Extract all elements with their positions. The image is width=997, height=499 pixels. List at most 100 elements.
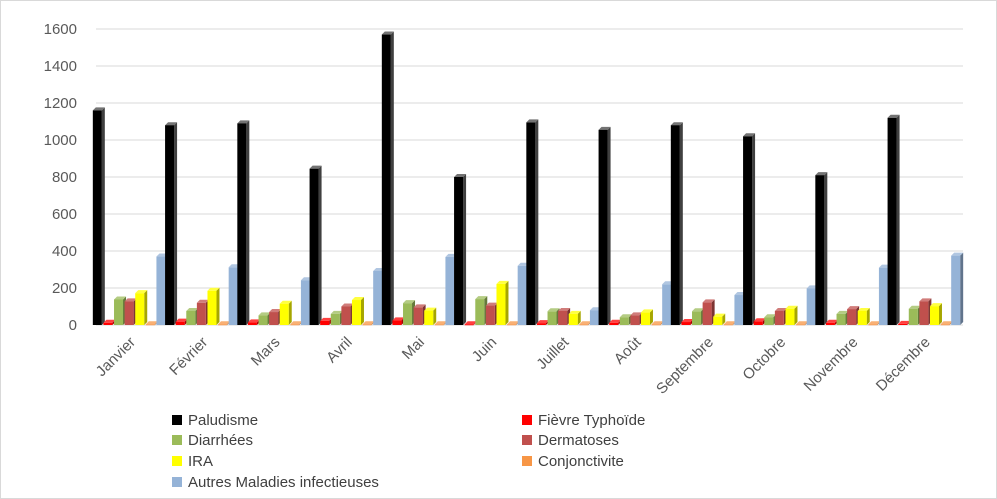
bar xyxy=(825,319,838,325)
x-tick-label: Décembre xyxy=(873,334,934,395)
legend-item: Paludisme xyxy=(172,412,258,429)
legend-swatch xyxy=(172,477,182,487)
x-tick-label: Juin xyxy=(469,334,500,365)
bar xyxy=(598,126,611,325)
bar xyxy=(887,114,900,325)
x-tick-label: Avril xyxy=(323,334,355,366)
bar xyxy=(908,305,921,325)
bar xyxy=(609,319,622,325)
bar xyxy=(413,304,426,325)
y-axis-ticks: 0 200 400 600 800 1000 1200 1400 1600 xyxy=(44,21,77,334)
bar xyxy=(165,122,178,325)
bar xyxy=(558,307,571,325)
bar xyxy=(186,307,199,325)
bar xyxy=(743,133,756,325)
bar xyxy=(475,296,488,325)
bar xyxy=(836,310,849,325)
bar xyxy=(135,290,148,325)
bar xyxy=(713,313,726,325)
bar xyxy=(341,303,354,325)
legend-swatch xyxy=(172,456,182,466)
bar xyxy=(670,122,683,325)
bar xyxy=(269,309,282,325)
bar xyxy=(692,308,705,325)
bar xyxy=(753,318,766,325)
y-tick-label: 1200 xyxy=(44,95,77,112)
legend-label: Autres Maladies infectieuses xyxy=(188,474,379,491)
bar xyxy=(237,120,250,325)
bar xyxy=(258,312,271,325)
x-tick-label: Juillet xyxy=(533,333,573,373)
legend-item: Fièvre Typhoïde xyxy=(522,412,645,429)
y-tick-label: 800 xyxy=(52,169,77,186)
legend-swatch xyxy=(172,435,182,445)
bars xyxy=(92,31,964,326)
bar xyxy=(279,300,292,325)
bar xyxy=(898,320,911,325)
bar xyxy=(175,318,188,325)
x-tick-label: Mai xyxy=(399,334,428,363)
bar xyxy=(196,299,209,325)
bar xyxy=(351,297,364,325)
bar xyxy=(424,307,437,325)
y-tick-label: 1000 xyxy=(44,132,77,149)
legend: Paludisme Fièvre Typhoïde Diarrhées Dermato… xyxy=(172,412,645,491)
x-tick-label: Mars xyxy=(248,334,284,370)
y-tick-label: 600 xyxy=(52,206,77,223)
bar xyxy=(702,299,715,325)
legend-label: Diarrhées xyxy=(188,432,253,449)
bar xyxy=(247,319,260,325)
y-tick-label: 1400 xyxy=(44,58,77,75)
bar xyxy=(774,307,787,325)
bar xyxy=(919,298,932,325)
bar xyxy=(381,31,394,326)
bar xyxy=(207,287,220,325)
bar xyxy=(526,119,539,325)
y-tick-label: 200 xyxy=(52,280,77,297)
legend-swatch xyxy=(172,415,182,425)
y-tick-label: 0 xyxy=(69,317,77,334)
x-tick-label: Février xyxy=(166,334,211,379)
legend-item: Autres Maladies infectieuses xyxy=(172,474,379,491)
legend-label: Paludisme xyxy=(188,412,258,429)
legend-swatch xyxy=(522,456,532,466)
legend-label: Dermatoses xyxy=(538,432,619,449)
y-tick-label: 1600 xyxy=(44,21,77,38)
bar xyxy=(764,314,777,325)
bar xyxy=(103,319,116,325)
bar xyxy=(847,306,860,325)
bar xyxy=(785,305,798,325)
bar xyxy=(114,296,127,325)
bar xyxy=(568,310,581,325)
bar xyxy=(320,317,333,325)
x-tick-label: Octobre xyxy=(739,334,789,384)
bar xyxy=(485,302,498,325)
bar xyxy=(619,314,632,325)
bar xyxy=(681,319,694,325)
x-tick-label: Novembre xyxy=(800,334,861,395)
bar xyxy=(857,307,870,325)
bar xyxy=(630,312,643,325)
bar xyxy=(454,174,467,325)
y-tick-label: 400 xyxy=(52,243,77,260)
bar xyxy=(951,252,964,325)
legend-item: Conjonctivite xyxy=(522,453,624,470)
bar xyxy=(536,320,549,325)
bar xyxy=(124,298,137,325)
bar xyxy=(92,107,105,326)
bar xyxy=(403,300,416,325)
legend-item: Diarrhées xyxy=(172,432,253,449)
bar xyxy=(309,165,322,325)
bar xyxy=(330,310,343,325)
legend-item: Dermatoses xyxy=(522,432,619,449)
bar xyxy=(929,303,942,325)
bar xyxy=(815,172,828,325)
legend-label: Conjonctivite xyxy=(538,453,624,470)
bar xyxy=(640,309,653,325)
legend-swatch xyxy=(522,415,532,425)
bar xyxy=(392,317,405,325)
x-axis-ticks: Janvier Février Mars Avril Mai Juin Juillet Aoû… xyxy=(93,333,934,397)
legend-label: Fièvre Typhoïde xyxy=(538,412,645,429)
